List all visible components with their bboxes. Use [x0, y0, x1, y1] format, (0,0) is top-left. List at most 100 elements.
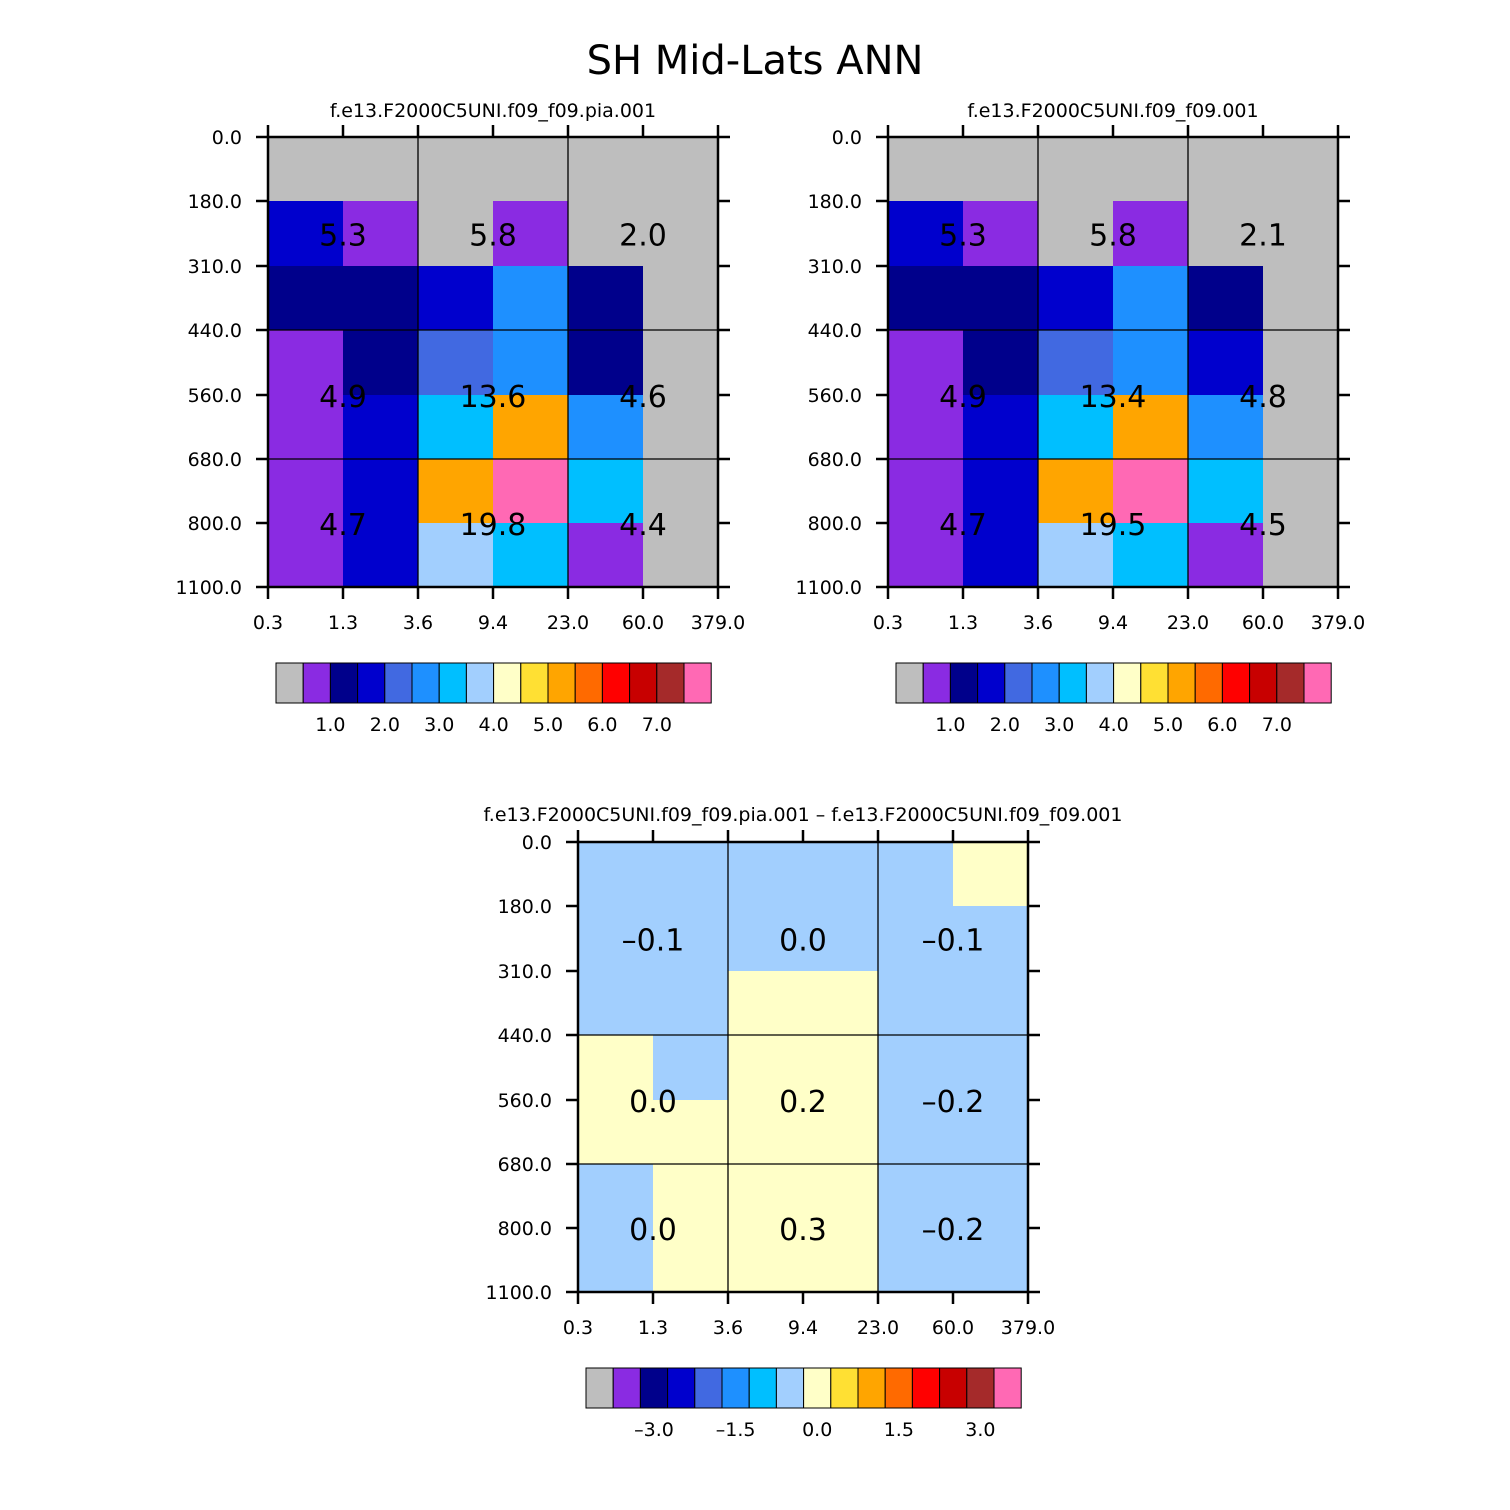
heatmap-cell: [728, 842, 804, 907]
heatmap-cell: [643, 330, 719, 396]
x-tick-label: 0.3: [563, 1317, 593, 1339]
colorbar-label: 6.0: [587, 714, 617, 736]
y-tick-label: 440.0: [498, 1025, 552, 1047]
y-tick-label: 180.0: [498, 896, 552, 918]
heatmap-cell: [878, 1164, 954, 1229]
y-tick-label: 310.0: [188, 256, 242, 278]
cell-value-label: –0.2: [922, 1085, 985, 1120]
colorbar-box: [411, 662, 440, 704]
figure-title: SH Mid-Lats ANN: [587, 38, 924, 84]
heatmap-cell: [1038, 395, 1114, 460]
x-tick-label: 23.0: [1167, 612, 1209, 634]
heatmap-cell: [1038, 266, 1114, 331]
heatmap-cell: [1263, 266, 1339, 331]
colorbar-box: [911, 1367, 941, 1409]
heatmap-cell: [418, 201, 494, 267]
cell-value-label: 0.0: [629, 1213, 677, 1248]
colorbar-box: [895, 662, 924, 704]
colorbar-box: [830, 1367, 859, 1409]
colorbar-box: [1303, 662, 1332, 704]
colorbar-box: [1276, 662, 1305, 704]
x-tick-label: 23.0: [857, 1317, 899, 1339]
heatmap-cell: [803, 1228, 879, 1293]
heatmap-cell: [878, 1228, 954, 1293]
heatmap-cell: [728, 1100, 804, 1165]
heatmap-cell: [1263, 523, 1339, 588]
heatmap-cell: [343, 330, 419, 396]
heatmap-cell: [418, 266, 494, 331]
heatmap-cell: [1188, 330, 1264, 396]
colorbar-box: [1113, 662, 1142, 704]
heatmap-cell: [568, 395, 644, 460]
cell-value-label: 4.5: [1239, 508, 1287, 543]
heatmap-cell: [418, 137, 494, 202]
colorbar-box: [302, 662, 331, 704]
cell-value-label: 4.4: [619, 508, 667, 543]
x-tick-label: 23.0: [547, 612, 589, 634]
cell-value-label: 0.3: [779, 1213, 827, 1248]
cell-value-label: 4.7: [319, 508, 367, 543]
heatmap-cell: [493, 266, 569, 331]
heatmap-cell: [953, 1228, 1029, 1293]
heatmap-cell: [953, 971, 1029, 1036]
x-tick-label: 60.0: [622, 612, 664, 634]
heatmap-cell: [1188, 266, 1264, 331]
colorbar-box: [357, 662, 386, 704]
colorbar-label: 1.0: [315, 714, 345, 736]
colorbar-box: [977, 662, 1006, 704]
heatmap-cell: [953, 1164, 1029, 1229]
heatmap-cell: [1188, 201, 1264, 267]
heatmap-cell: [1113, 459, 1189, 524]
y-tick-label: 800.0: [498, 1218, 552, 1240]
colorbar-label: 4.0: [1098, 714, 1128, 736]
y-tick-label: 560.0: [808, 385, 862, 407]
heatmap-cell: [343, 459, 419, 524]
heatmap-cell: [1113, 137, 1189, 202]
panel-title: f.e13.F2000C5UNI.f09_f09.pia.001 – f.e13…: [484, 804, 1123, 826]
x-tick-label: 3.6: [403, 612, 433, 634]
colorbar-box: [694, 1367, 723, 1409]
heatmap-cell: [1038, 201, 1114, 267]
heatmap-cell: [268, 395, 344, 460]
x-tick-label: 379.0: [691, 612, 745, 634]
colorbar-box: [629, 662, 658, 704]
colorbar-box: [547, 662, 576, 704]
x-tick-label: 60.0: [932, 1317, 974, 1339]
heatmap-cell: [963, 201, 1039, 267]
heatmap-cell: [578, 842, 654, 907]
colorbar-label: 4.0: [478, 714, 508, 736]
colorbar-box: [329, 662, 359, 704]
heatmap-cell: [728, 971, 804, 1036]
heatmap-cell: [1113, 395, 1189, 460]
heatmap-cell: [963, 459, 1039, 524]
x-tick-label: 9.4: [1098, 612, 1128, 634]
colorbar-box: [438, 662, 467, 704]
y-tick-label: 440.0: [808, 320, 862, 342]
heatmap-cell: [493, 395, 569, 460]
x-tick-label: 1.3: [638, 1317, 668, 1339]
colorbar-label: –3.0: [634, 1419, 674, 1441]
heatmap-cell: [963, 137, 1039, 202]
heatmap-cell: [578, 1228, 654, 1293]
heatmap-cell: [643, 137, 719, 202]
y-tick-label: 0.0: [832, 127, 862, 149]
x-tick-label: 1.3: [948, 612, 978, 634]
heatmap-cell: [343, 266, 419, 331]
cell-value-label: 4.9: [319, 380, 367, 415]
y-tick-label: 680.0: [808, 449, 862, 471]
cell-value-label: 13.4: [1080, 380, 1147, 415]
heatmap-cell: [953, 842, 1029, 907]
cell-value-label: 4.9: [939, 380, 987, 415]
colorbar-box: [966, 1367, 995, 1409]
panel-3: f.e13.F2000C5UNI.f09_f09.pia.001 – f.e13…: [484, 804, 1123, 1441]
heatmap-cell: [568, 137, 644, 202]
y-tick-label: 1100.0: [796, 577, 862, 599]
cell-value-label: 4.8: [1239, 380, 1287, 415]
colorbar-box: [601, 662, 631, 704]
heatmap-cell: [653, 842, 729, 907]
heatmap-cell: [1113, 523, 1189, 588]
colorbar-box: [939, 1367, 968, 1409]
colorbar-box: [1058, 662, 1087, 704]
y-tick-label: 440.0: [188, 320, 242, 342]
colorbar-box: [683, 662, 712, 704]
